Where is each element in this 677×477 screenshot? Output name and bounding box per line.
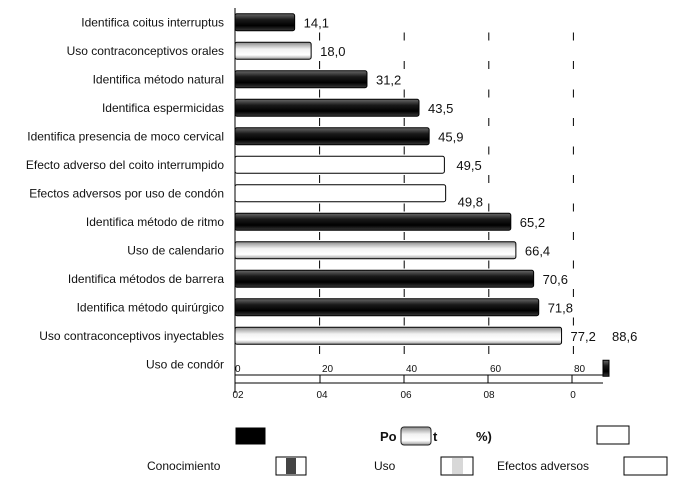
bar <box>234 184 447 203</box>
bar <box>234 13 296 32</box>
category-label: Identifica presencia de moco cervical <box>27 129 224 143</box>
value-label: 31,2 <box>376 72 401 87</box>
x-axis-label-part-1: Po <box>380 429 397 444</box>
bar <box>234 70 368 89</box>
value-label: 70,6 <box>543 272 568 287</box>
legend-swatch-conocimiento <box>275 456 307 476</box>
legend-swatch-dark-upper <box>235 427 266 445</box>
bar <box>234 41 312 60</box>
category-label: Identifica método natural <box>93 72 224 86</box>
category-label: Uso de calendario <box>127 243 224 257</box>
x-tick-label: 80 <box>574 364 586 375</box>
category-label: Uso contraconceptivos orales <box>67 44 224 58</box>
x-tick-label-secondary: 0 <box>570 390 576 401</box>
bar <box>234 269 535 288</box>
legend-label-conocimiento: Conocimiento <box>147 459 221 473</box>
category-label: Efectos adversos por uso de condón <box>29 186 224 200</box>
bar <box>234 326 563 345</box>
value-label: 14,1 <box>304 15 329 30</box>
bar <box>234 241 517 260</box>
value-label: 49,8 <box>458 194 483 209</box>
category-label: Efecto adverso del coito interrumpido <box>26 158 224 172</box>
x-axis-label-part-3: %) <box>476 429 492 444</box>
bar <box>234 298 540 317</box>
x-tick-label: 60 <box>490 364 502 375</box>
x-tick-label-secondary: 08 <box>483 390 495 401</box>
value-label: 71,8 <box>548 300 573 315</box>
x-axis-label-overlay-box <box>400 426 432 446</box>
x-tick-label-secondary: 06 <box>400 390 412 401</box>
value-label: 43,5 <box>428 101 453 116</box>
bar <box>234 212 512 231</box>
category-label: Uso de condór <box>146 357 224 371</box>
x-tick-label: 0 <box>235 364 241 375</box>
value-label: 49,5 <box>456 158 481 173</box>
x-tick-label-secondary: 02 <box>232 390 244 401</box>
legend-swatch-efectos-adversos <box>623 456 668 476</box>
bar <box>234 127 430 146</box>
x-tick-label-secondary: 04 <box>316 390 328 401</box>
value-label: 77,2 <box>571 329 596 344</box>
category-label: Identifica método de ritmo <box>86 215 224 229</box>
bar <box>234 98 420 117</box>
category-label: Uso contraconceptivos inyectables <box>39 329 224 343</box>
value-label: 18,0 <box>320 44 345 59</box>
legend-swatch-white-upper <box>596 425 630 445</box>
bar <box>602 359 610 377</box>
bar <box>234 155 445 174</box>
value-label: 45,9 <box>438 129 463 144</box>
legend-swatch-uso <box>440 456 474 476</box>
x-tick-label: 20 <box>322 364 334 375</box>
x-tick-label: 40 <box>406 364 418 375</box>
legend-label-efectos-adversos: Efectos adversos <box>497 459 589 473</box>
category-label: Identifica coitus interruptus <box>81 15 224 29</box>
value-label: 65,2 <box>520 215 545 230</box>
category-label: Identifica métodos de barrera <box>68 272 224 286</box>
value-label: 66,4 <box>525 243 550 258</box>
x-axis-label-part-2: t <box>433 429 438 444</box>
value-label: 88,6 <box>612 329 637 344</box>
legend-label-uso: Uso <box>374 459 396 473</box>
category-label: Identifica método quirúrgico <box>77 300 225 314</box>
category-label: Identifica espermicidas <box>102 101 224 115</box>
